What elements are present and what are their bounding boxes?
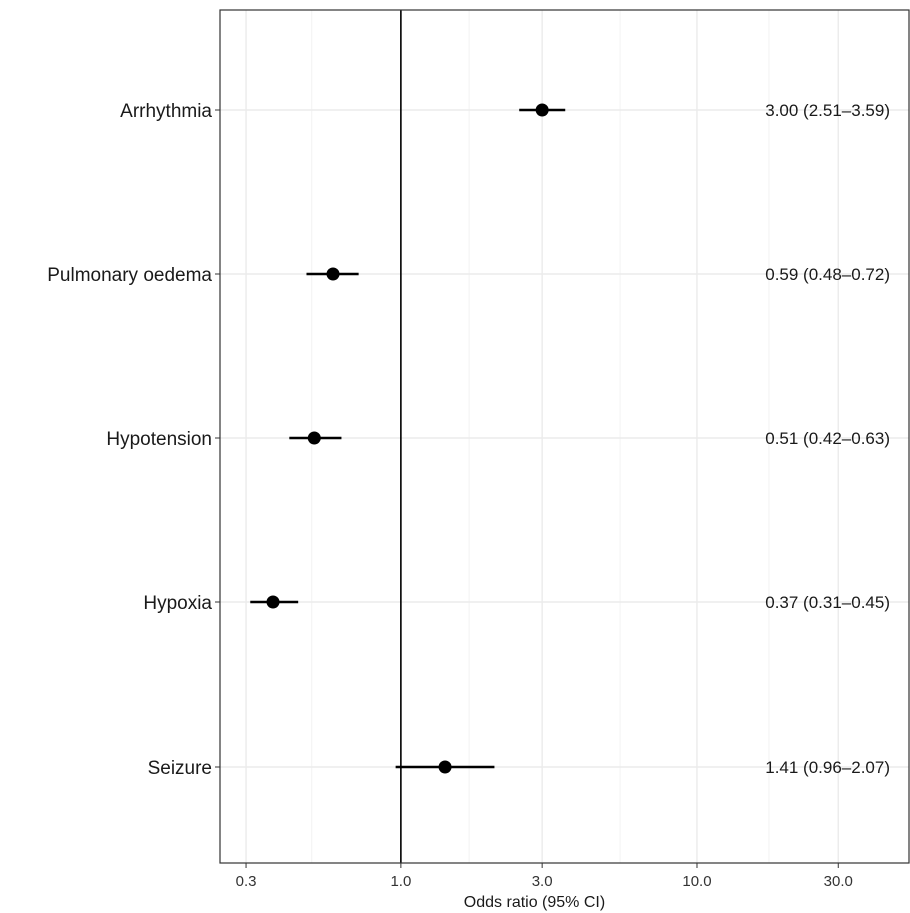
category-label: Hypoxia	[143, 593, 212, 614]
estimate-point	[326, 267, 340, 281]
x-tick-label: 30.0	[824, 873, 853, 890]
y-axis-ticks: Arrhythmia Pulmonary oedema Hypotension Hyp…	[47, 101, 220, 779]
estimate-point	[438, 760, 452, 774]
estimate-point	[266, 595, 280, 609]
rows-layer: 3.00 (2.51–3.59) 0.59 (0.48–0.72) 0.51 (0.…	[250, 101, 890, 777]
x-tick-label: 1.0	[390, 873, 411, 890]
estimate-point	[307, 431, 321, 445]
estimate-annotation: 0.37 (0.31–0.45)	[765, 593, 890, 612]
estimate-point	[535, 103, 549, 117]
x-axis-title: Odds ratio (95% CI)	[464, 894, 605, 911]
category-label: Pulmonary oedema	[47, 265, 212, 286]
estimate-annotation: 3.00 (2.51–3.59)	[765, 101, 890, 120]
x-axis-ticks: 0.3 1.0 3.0 10.0 30.0	[236, 863, 853, 890]
x-tick-label: 0.3	[236, 873, 257, 890]
panel-frame	[219, 9, 910, 864]
category-label: Arrhythmia	[120, 101, 212, 122]
estimate-annotation: 0.59 (0.48–0.72)	[765, 265, 890, 284]
estimate-annotation: 0.51 (0.42–0.63)	[765, 429, 890, 448]
x-tick-label: 10.0	[682, 873, 711, 890]
estimate-annotation: 1.41 (0.96–2.07)	[765, 758, 890, 777]
x-tick-label: 3.0	[532, 873, 553, 890]
category-label: Seizure	[148, 758, 212, 779]
category-label: Hypotension	[106, 429, 212, 450]
